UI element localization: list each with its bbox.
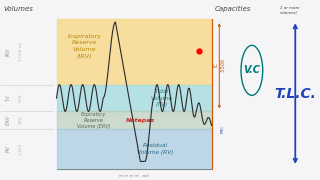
Text: Expiratory
Reserve
Volume (ERV): Expiratory Reserve Volume (ERV) xyxy=(77,112,110,129)
Text: TV: TV xyxy=(6,95,11,102)
Bar xyxy=(57,111,212,129)
Text: T.L.C.: T.L.C. xyxy=(274,87,316,101)
Text: Volumes: Volumes xyxy=(4,6,34,12)
Text: FRC: FRC xyxy=(221,125,225,133)
Text: 1,200: 1,200 xyxy=(19,143,23,155)
Bar xyxy=(57,85,212,111)
Text: 500: 500 xyxy=(19,94,23,102)
Text: Residual
Volume (RV): Residual Volume (RV) xyxy=(138,143,174,155)
Text: 100: 100 xyxy=(19,116,23,125)
Bar xyxy=(57,19,212,85)
Text: Capacities: Capacities xyxy=(215,6,251,12)
Text: V.C: V.C xyxy=(244,65,260,75)
Text: IC: IC xyxy=(213,63,218,68)
Text: RV: RV xyxy=(6,145,11,152)
Text: m m m m   aid: m m m m aid xyxy=(119,174,149,177)
Bar xyxy=(57,129,212,169)
Text: 3,000 ml: 3,000 ml xyxy=(19,42,23,61)
Text: Tidal
Volume
(TV): Tidal Volume (TV) xyxy=(151,89,173,107)
Text: IRV: IRV xyxy=(6,47,11,56)
Text: Inspiratory
Reserve
Volume
(IRV): Inspiratory Reserve Volume (IRV) xyxy=(67,34,101,59)
Text: 3,500: 3,500 xyxy=(220,58,226,72)
Text: 2 or more
volumes!: 2 or more volumes! xyxy=(280,6,299,15)
Text: Notepas: Notepas xyxy=(126,118,155,123)
Text: ERV: ERV xyxy=(6,115,11,125)
